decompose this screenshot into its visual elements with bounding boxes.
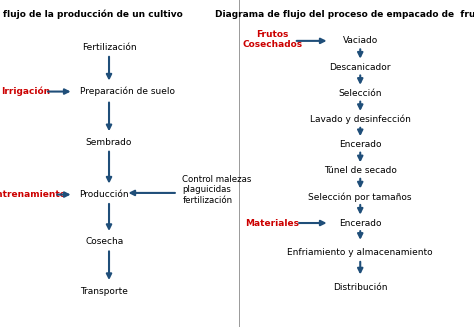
Text: Selección: Selección <box>338 89 382 98</box>
Text: Descanicador: Descanicador <box>329 62 391 72</box>
Text: Selección por tamaños: Selección por tamaños <box>309 192 412 202</box>
Text: Encerado: Encerado <box>339 218 382 228</box>
Text: Frutos
Cosechados: Frutos Cosechados <box>243 29 302 49</box>
Text: Diagrama de flujo de la producción de un cultivo: Diagrama de flujo de la producción de un… <box>0 10 183 19</box>
Text: Producción: Producción <box>80 190 129 199</box>
Text: Lavado y desinfección: Lavado y desinfección <box>310 114 410 124</box>
Text: Enfriamiento y almacenamiento: Enfriamiento y almacenamiento <box>287 248 433 257</box>
Text: Preparación de suelo: Preparación de suelo <box>81 87 175 96</box>
Text: Distribución: Distribución <box>333 283 387 292</box>
Text: Fertilización: Fertilización <box>82 43 137 52</box>
Text: Diagrama de flujo del proceso de empacado de  frutos: Diagrama de flujo del proceso de empacad… <box>215 10 474 19</box>
Text: Materiales: Materiales <box>246 218 300 228</box>
Text: Encerado: Encerado <box>339 140 382 149</box>
Text: Irrigación: Irrigación <box>1 87 51 96</box>
Text: Transporte: Transporte <box>80 286 128 296</box>
Text: Sembrado: Sembrado <box>86 138 132 147</box>
Text: Vaciado: Vaciado <box>343 36 378 45</box>
Text: Cosecha: Cosecha <box>85 237 123 247</box>
Text: Entrenamiento: Entrenamiento <box>0 190 66 199</box>
Text: Control malezas
plaguicidas
fertilización: Control malezas plaguicidas fertilizació… <box>182 175 252 205</box>
Text: Túnel de secado: Túnel de secado <box>324 166 397 175</box>
